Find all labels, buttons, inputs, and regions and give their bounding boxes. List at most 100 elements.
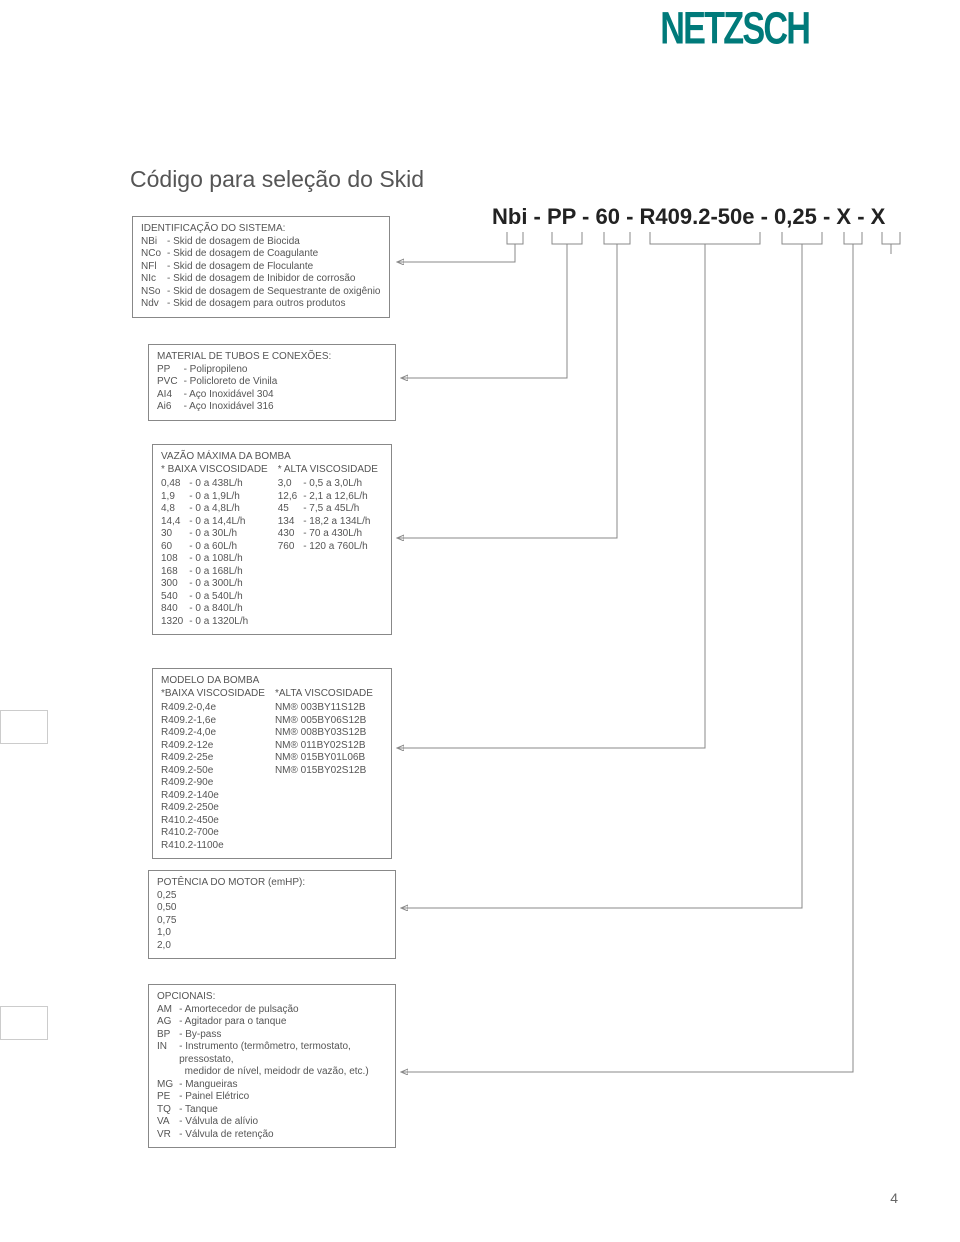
list-item: R409.2-90e — [161, 777, 265, 790]
list-item: R410.2-1100e — [161, 840, 265, 853]
desc-cell: - Skid de dosagem para outros produtos — [167, 298, 380, 311]
desc-cell: - Aço Inoxidável 316 — [184, 401, 278, 414]
code-cell: Ai6 — [157, 401, 184, 414]
code-cell: MG — [157, 1079, 179, 1092]
code-cell: 0,48 — [161, 478, 189, 491]
list-item: 2,0 — [157, 940, 387, 953]
desc-cell: - Policloreto de Vinila — [184, 376, 278, 389]
desc-cell: - 18,2 a 134L/h — [303, 516, 370, 529]
code-cell: VA — [157, 1116, 179, 1129]
list-item: NM® 005BY06S12B — [275, 715, 373, 728]
code-cell: PE — [157, 1091, 179, 1104]
code-cell: Ndv — [141, 298, 167, 311]
code-cell: AG — [157, 1016, 179, 1029]
desc-cell: - Válvula de alívio — [179, 1116, 387, 1129]
code-cell: PP — [157, 364, 184, 377]
column-header: * BAIXA VISCOSIDADE — [161, 464, 268, 477]
code-cell: 430 — [278, 528, 303, 541]
desc-cell: - 0 a 1,9L/h — [189, 491, 248, 504]
code-cell: 1320 — [161, 616, 189, 629]
box-title: MODELO DA BOMBA — [161, 675, 383, 688]
desc-cell: - 0 a 4,8L/h — [189, 503, 248, 516]
desc-cell: - Skid de dosagem de Sequestrante de oxi… — [167, 286, 380, 299]
list-item: R409.2-1,6e — [161, 715, 265, 728]
code-cell: VR — [157, 1129, 179, 1142]
list-item: NM® 008BY03S12B — [275, 727, 373, 740]
code-cell: 14,4 — [161, 516, 189, 529]
code-cell: 4,8 — [161, 503, 189, 516]
desc-cell: - 7,5 a 45L/h — [303, 503, 370, 516]
page-edge-stub — [0, 710, 48, 744]
code-cell: AM — [157, 1004, 179, 1017]
code-cell: 60 — [161, 541, 189, 554]
column-header: *ALTA VISCOSIDADE — [275, 688, 373, 701]
desc-cell: - Polipropileno — [184, 364, 278, 377]
code-cell: BP — [157, 1029, 179, 1042]
code-cell: 540 — [161, 591, 189, 604]
desc-cell: - 0 a 540L/h — [189, 591, 248, 604]
code-cell: 134 — [278, 516, 303, 529]
desc-cell: - Tanque — [179, 1104, 387, 1117]
box-material-tubos: MATERIAL DE TUBOS E CONEXÕES: PP- Polipr… — [148, 344, 396, 421]
list-item: R409.2-140e — [161, 790, 265, 803]
desc-cell: - Painel Elétrico — [179, 1091, 387, 1104]
list-item: NM® 003BY11S12B — [275, 702, 373, 715]
box-title: OPCIONAIS: — [157, 991, 387, 1004]
list-item: 0,50 — [157, 902, 387, 915]
code-cell: NCo — [141, 248, 167, 261]
code-cell — [157, 1066, 179, 1079]
code-cell: 840 — [161, 603, 189, 616]
desc-cell: - 2,1 a 12,6L/h — [303, 491, 370, 504]
code-cell: AI4 — [157, 389, 184, 402]
column-header: * ALTA VISCOSIDADE — [278, 464, 378, 477]
code-cell: 45 — [278, 503, 303, 516]
desc-cell: - By-pass — [179, 1029, 387, 1042]
code-cell: NIc — [141, 273, 167, 286]
box-vazao-maxima: VAZÃO MÁXIMA DA BOMBA * BAIXA VISCOSIDAD… — [152, 444, 392, 635]
list-item: NM® 011BY02S12B — [275, 740, 373, 753]
code-cell: 760 — [278, 541, 303, 554]
desc-cell: - Skid de dosagem de Biocida — [167, 236, 380, 249]
column-header: *BAIXA VISCOSIDADE — [161, 688, 265, 701]
desc-cell: - 0 a 438L/h — [189, 478, 248, 491]
desc-cell: - Skid de dosagem de Floculante — [167, 261, 380, 274]
code-cell: NBi — [141, 236, 167, 249]
list-item: NM® 015BY02S12B — [275, 765, 373, 778]
box-title: IDENTIFICAÇÃO DO SISTEMA: — [141, 223, 381, 236]
list-item: 0,75 — [157, 915, 387, 928]
desc-cell: - 0 a 300L/h — [189, 578, 248, 591]
desc-cell: - Aço Inoxidável 304 — [184, 389, 278, 402]
page-number: 4 — [890, 1190, 898, 1206]
desc-cell: - Skid de dosagem de Coagulante — [167, 248, 380, 261]
list-item: 0,25 — [157, 890, 387, 903]
desc-cell: - Mangueiras — [179, 1079, 387, 1092]
list-item: R409.2-12e — [161, 740, 265, 753]
desc-cell: - 0 a 60L/h — [189, 541, 248, 554]
desc-cell: - Agitador para o tanque — [179, 1016, 387, 1029]
desc-cell: - 0 a 168L/h — [189, 566, 248, 579]
desc-cell: - Amortecedor de pulsação — [179, 1004, 387, 1017]
desc-cell: - 0,5 a 3,0L/h — [303, 478, 370, 491]
desc-cell: - 0 a 1320L/h — [189, 616, 248, 629]
box-potencia-motor: POTÊNCIA DO MOTOR (emHP): 0,250,500,751,… — [148, 870, 396, 959]
desc-cell: - 0 a 108L/h — [189, 553, 248, 566]
page-title: Código para seleção do Skid — [130, 166, 424, 193]
desc-cell: - 0 a 30L/h — [189, 528, 248, 541]
list-item: R410.2-700e — [161, 827, 265, 840]
code-cell: NSo — [141, 286, 167, 299]
list-item: R410.2-450e — [161, 815, 265, 828]
desc-cell: - 0 a 14,4L/h — [189, 516, 248, 529]
desc-cell: - Válvula de retenção — [179, 1129, 387, 1142]
desc-cell: - 120 a 760L/h — [303, 541, 370, 554]
code-cell: 1,9 — [161, 491, 189, 504]
code-cell: 30 — [161, 528, 189, 541]
list-item: NM® 015BY01L06B — [275, 752, 373, 765]
list-item: R409.2-250e — [161, 802, 265, 815]
code-cell: IN — [157, 1041, 179, 1066]
list-item: 1,0 — [157, 927, 387, 940]
box-identificacao-sistema: IDENTIFICAÇÃO DO SISTEMA: NBi- Skid de d… — [132, 216, 390, 318]
skid-code-example: Nbi - PP - 60 - R409.2-50e - 0,25 - X - … — [492, 204, 885, 230]
code-cell: 3,0 — [278, 478, 303, 491]
desc-cell: - 70 a 430L/h — [303, 528, 370, 541]
code-cell: PVC — [157, 376, 184, 389]
